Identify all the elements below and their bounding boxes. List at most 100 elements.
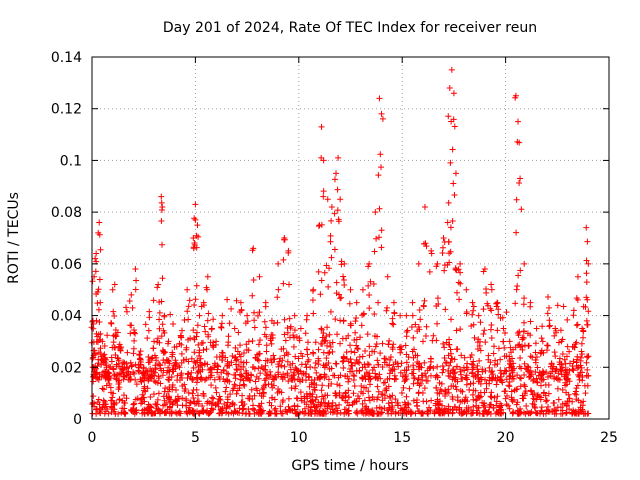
data-point bbox=[231, 381, 238, 388]
data-point bbox=[98, 373, 105, 380]
data-point bbox=[206, 367, 213, 374]
data-point bbox=[184, 371, 191, 378]
data-point bbox=[448, 66, 455, 73]
data-point bbox=[542, 398, 549, 405]
data-point bbox=[204, 407, 211, 414]
data-point bbox=[93, 250, 100, 257]
data-point bbox=[570, 343, 577, 350]
data-point bbox=[451, 123, 458, 130]
data-point bbox=[415, 260, 422, 267]
data-point bbox=[97, 299, 104, 306]
data-point bbox=[517, 354, 524, 361]
data-point bbox=[164, 340, 171, 347]
data-point bbox=[553, 375, 560, 382]
data-point bbox=[327, 343, 334, 350]
data-point bbox=[309, 297, 316, 304]
data-point bbox=[304, 351, 311, 358]
data-point bbox=[125, 376, 132, 383]
data-point bbox=[515, 272, 522, 279]
data-point bbox=[150, 345, 157, 352]
data-point bbox=[183, 346, 190, 353]
data-point bbox=[474, 371, 481, 378]
data-point bbox=[276, 358, 283, 365]
data-point bbox=[385, 400, 392, 407]
data-point bbox=[497, 315, 504, 322]
data-point bbox=[120, 369, 127, 376]
data-point bbox=[132, 330, 139, 337]
data-point bbox=[408, 323, 415, 330]
data-point bbox=[558, 338, 565, 345]
data-point bbox=[231, 325, 238, 332]
data-point bbox=[320, 188, 327, 195]
data-point bbox=[320, 395, 327, 402]
data-point bbox=[91, 367, 98, 374]
data-point bbox=[162, 408, 169, 415]
data-point bbox=[521, 295, 528, 302]
data-point bbox=[97, 410, 104, 417]
data-point bbox=[489, 368, 496, 375]
data-point bbox=[315, 346, 322, 353]
data-point bbox=[517, 267, 524, 274]
data-point bbox=[553, 329, 560, 336]
data-point bbox=[555, 396, 562, 403]
data-point bbox=[461, 354, 468, 361]
data-point bbox=[530, 376, 537, 383]
data-point bbox=[450, 383, 457, 390]
data-point bbox=[405, 400, 412, 407]
data-point bbox=[495, 311, 502, 318]
data-point bbox=[561, 356, 568, 363]
data-point bbox=[414, 379, 421, 386]
data-point bbox=[354, 410, 361, 417]
data-point bbox=[319, 410, 326, 417]
data-point bbox=[249, 338, 256, 345]
data-point bbox=[556, 361, 563, 368]
data-point bbox=[150, 368, 157, 375]
data-point bbox=[348, 348, 355, 355]
data-point bbox=[298, 370, 305, 377]
data-point bbox=[320, 330, 327, 337]
data-point bbox=[285, 378, 292, 385]
data-point bbox=[580, 327, 587, 334]
data-point bbox=[268, 402, 275, 409]
data-point bbox=[461, 367, 468, 374]
data-point bbox=[169, 353, 176, 360]
data-point bbox=[165, 376, 172, 383]
data-point bbox=[375, 388, 382, 395]
data-point bbox=[337, 196, 344, 203]
data-point bbox=[359, 400, 366, 407]
data-point bbox=[563, 402, 570, 409]
data-point bbox=[198, 362, 205, 369]
data-point bbox=[424, 367, 431, 374]
data-point bbox=[218, 324, 225, 331]
data-point bbox=[146, 371, 153, 378]
data-point bbox=[516, 374, 523, 381]
data-point bbox=[293, 366, 300, 373]
data-point bbox=[345, 402, 352, 409]
data-point bbox=[525, 364, 532, 371]
data-point bbox=[483, 285, 490, 292]
data-point bbox=[578, 340, 585, 347]
data-point bbox=[360, 410, 367, 417]
data-point bbox=[546, 304, 553, 311]
data-point bbox=[128, 291, 135, 298]
data-point bbox=[454, 397, 461, 404]
data-point bbox=[518, 365, 525, 372]
data-point bbox=[501, 367, 508, 374]
data-point bbox=[197, 375, 204, 382]
data-point bbox=[169, 368, 176, 375]
data-point bbox=[312, 339, 319, 346]
data-point bbox=[198, 376, 205, 383]
data-point bbox=[508, 388, 515, 395]
data-point bbox=[471, 334, 478, 341]
data-point bbox=[528, 408, 535, 415]
data-point bbox=[199, 403, 206, 410]
data-point bbox=[482, 367, 489, 374]
data-point bbox=[566, 406, 573, 413]
data-point bbox=[259, 386, 266, 393]
data-point bbox=[123, 372, 130, 379]
data-point bbox=[159, 372, 166, 379]
data-point bbox=[327, 409, 334, 416]
data-point bbox=[319, 382, 326, 389]
data-point bbox=[481, 376, 488, 383]
data-point bbox=[537, 350, 544, 357]
